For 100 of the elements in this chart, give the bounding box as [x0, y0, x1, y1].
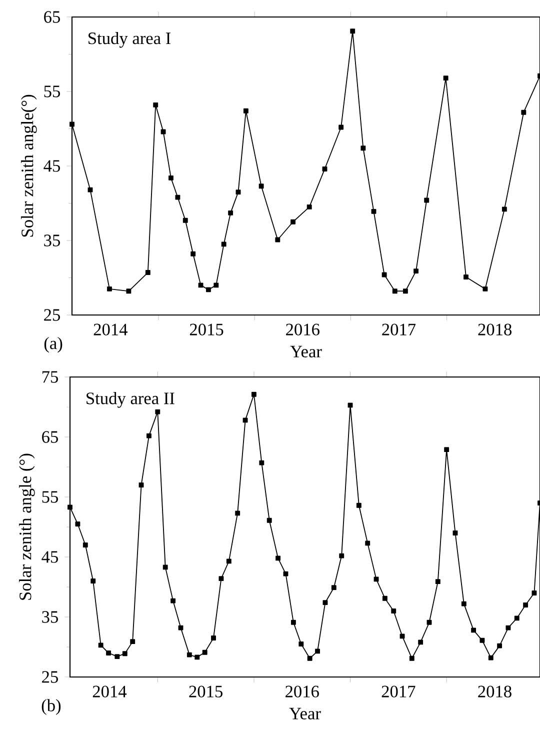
- y-tick-label: 25: [44, 309, 60, 321]
- point: [502, 206, 507, 212]
- x-axis-title: Year: [289, 708, 321, 720]
- point: [266, 518, 272, 523]
- point: [68, 504, 72, 510]
- y-axis-title: Solar zenith angle (°): [19, 454, 35, 600]
- point: [471, 628, 476, 633]
- x-tick-label: 2014: [94, 324, 128, 336]
- point: [382, 596, 388, 601]
- point: [194, 654, 200, 660]
- annotation: Study area II: [86, 392, 174, 408]
- point: [322, 166, 328, 172]
- point: [506, 625, 511, 630]
- point: [98, 642, 104, 648]
- point: [168, 175, 174, 180]
- point: [283, 571, 288, 576]
- point: [82, 542, 88, 548]
- text: (a): [44, 336, 62, 353]
- point: [452, 530, 458, 536]
- point: [402, 288, 408, 294]
- point: [258, 184, 264, 189]
- point: [356, 502, 362, 508]
- x-tick-label: 2018: [478, 686, 512, 698]
- point: [243, 108, 248, 114]
- y-axis-title: Solar zenith angle(°): [21, 94, 37, 237]
- point: [138, 482, 144, 488]
- point: [371, 208, 376, 214]
- point: [391, 608, 396, 614]
- y-tick-label: 65: [44, 11, 60, 23]
- point: [350, 28, 356, 34]
- point: [242, 418, 248, 423]
- point: [409, 656, 414, 661]
- point: [70, 122, 74, 127]
- point: [88, 187, 93, 192]
- point: [338, 124, 344, 130]
- point: [126, 288, 132, 294]
- x-tick-label: 2016: [286, 324, 320, 336]
- point: [146, 433, 152, 438]
- point: [464, 274, 468, 280]
- point: [211, 636, 216, 640]
- y-tick-label: 35: [44, 234, 60, 246]
- point: [182, 218, 188, 223]
- point: [276, 556, 281, 561]
- point: [228, 210, 234, 216]
- point: [214, 282, 219, 288]
- point: [331, 585, 336, 590]
- point: [482, 286, 488, 292]
- point: [339, 553, 344, 558]
- point: [155, 409, 160, 414]
- y-tick-label: 45: [42, 551, 58, 563]
- point: [400, 634, 405, 639]
- point: [514, 616, 520, 621]
- point: [488, 655, 494, 660]
- point: [170, 598, 176, 604]
- point: [175, 194, 180, 200]
- y-tick-label: 65: [42, 431, 58, 443]
- point: [122, 651, 128, 656]
- x-tick-label: 2014: [92, 686, 127, 698]
- point: [251, 392, 256, 397]
- point: [206, 287, 211, 292]
- point: [444, 447, 450, 452]
- point: [348, 402, 353, 408]
- x-tick-label: 2016: [286, 686, 319, 698]
- point: [426, 620, 432, 625]
- point: [145, 270, 150, 275]
- point: [236, 190, 241, 195]
- point: [418, 640, 424, 645]
- point: [162, 564, 168, 570]
- point: [360, 146, 366, 151]
- point: [315, 648, 320, 654]
- x-tick-label: 2015: [190, 324, 224, 336]
- point: [160, 129, 166, 134]
- y-tick-label: 35: [42, 611, 58, 623]
- point: [107, 286, 112, 292]
- point: [521, 110, 526, 115]
- point: [178, 625, 184, 630]
- point: [298, 642, 304, 646]
- x-axis-title: Year: [290, 346, 322, 358]
- y-tick-label: 75: [42, 371, 58, 383]
- point: [392, 288, 398, 294]
- point: [322, 600, 328, 606]
- point: [443, 76, 448, 81]
- point: [226, 558, 232, 564]
- x-tick-label: 2017: [382, 324, 416, 336]
- point: [153, 102, 158, 108]
- point: [424, 198, 430, 203]
- x-tick-label: 2017: [382, 686, 416, 698]
- point: [259, 460, 264, 466]
- point: [365, 540, 370, 546]
- point: [414, 268, 418, 274]
- point: [235, 510, 240, 516]
- y-tick-label: 55: [44, 86, 60, 98]
- point: [461, 601, 466, 606]
- y-tick-label: 25: [42, 671, 58, 683]
- annotation: Study area I: [88, 32, 171, 48]
- point: [435, 579, 440, 584]
- x-tick-label: 2018: [478, 324, 512, 336]
- point: [497, 643, 502, 648]
- text: (b): [42, 699, 61, 715]
- point: [186, 652, 192, 658]
